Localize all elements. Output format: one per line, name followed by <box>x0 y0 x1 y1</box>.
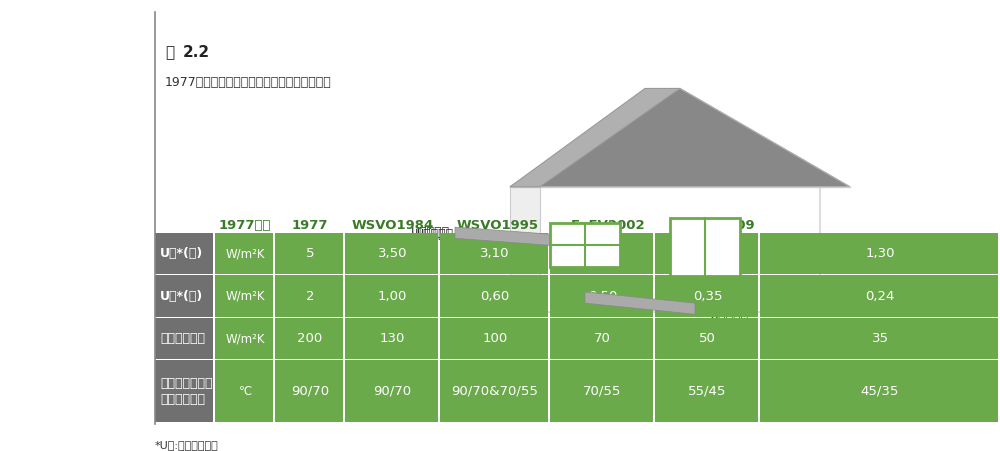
FancyBboxPatch shape <box>655 233 758 274</box>
FancyBboxPatch shape <box>215 233 273 274</box>
Text: 100: 100 <box>482 331 508 345</box>
Text: 50: 50 <box>699 331 716 345</box>
FancyBboxPatch shape <box>215 276 273 317</box>
Text: 70: 70 <box>594 331 611 345</box>
Text: 0,24: 0,24 <box>865 289 895 302</box>
FancyBboxPatch shape <box>760 318 998 359</box>
FancyBboxPatch shape <box>155 276 213 317</box>
FancyBboxPatch shape <box>440 233 548 274</box>
Text: 0,35: 0,35 <box>693 289 722 302</box>
FancyBboxPatch shape <box>655 318 758 359</box>
FancyBboxPatch shape <box>155 318 213 359</box>
Text: 70/55: 70/55 <box>583 384 622 397</box>
Text: 90/70: 90/70 <box>291 384 329 397</box>
FancyBboxPatch shape <box>275 233 343 274</box>
FancyBboxPatch shape <box>550 360 653 422</box>
FancyBboxPatch shape <box>345 233 438 274</box>
Text: 45/35: 45/35 <box>861 384 899 397</box>
Text: 1977以前: 1977以前 <box>219 219 271 232</box>
Text: 90/70&70/55: 90/70&70/55 <box>452 384 538 397</box>
FancyBboxPatch shape <box>760 360 998 422</box>
FancyBboxPatch shape <box>655 276 758 317</box>
Text: 3,10: 3,10 <box>480 247 510 260</box>
FancyBboxPatch shape <box>440 276 548 317</box>
FancyBboxPatch shape <box>550 233 653 274</box>
FancyBboxPatch shape <box>550 318 653 359</box>
Text: ℃: ℃ <box>238 384 252 397</box>
FancyBboxPatch shape <box>440 318 548 359</box>
Polygon shape <box>455 228 575 248</box>
Polygon shape <box>510 89 850 188</box>
Text: U値（窓）: U値（窓） <box>415 228 454 241</box>
Text: U値*(壁): U値*(壁) <box>160 289 203 302</box>
Polygon shape <box>510 89 680 188</box>
FancyBboxPatch shape <box>655 360 758 422</box>
Text: 5: 5 <box>306 247 314 260</box>
Text: W/m²K: W/m²K <box>225 331 265 345</box>
Text: 55/45: 55/45 <box>688 384 727 397</box>
Text: 90/70: 90/70 <box>373 384 412 397</box>
Text: WSVO1984: WSVO1984 <box>352 219 434 232</box>
Text: 温水入口温度／
温水出口温度: 温水入口温度／ 温水出口温度 <box>160 376 212 405</box>
FancyBboxPatch shape <box>670 219 740 276</box>
Text: 1977年以降のドイツでの建物断熱条件の変化: 1977年以降のドイツでの建物断熱条件の変化 <box>165 76 332 89</box>
FancyBboxPatch shape <box>275 276 343 317</box>
Text: W/m²K: W/m²K <box>225 247 265 260</box>
FancyBboxPatch shape <box>155 360 213 422</box>
Text: U値*(窓): U値*(窓) <box>160 247 203 260</box>
FancyBboxPatch shape <box>345 318 438 359</box>
Polygon shape <box>585 292 695 315</box>
Text: 0,60: 0,60 <box>480 289 510 302</box>
Text: 図: 図 <box>165 45 174 60</box>
FancyBboxPatch shape <box>345 360 438 422</box>
FancyBboxPatch shape <box>155 233 213 274</box>
Text: 3,50: 3,50 <box>378 247 407 260</box>
Text: 1,80: 1,80 <box>588 247 617 260</box>
FancyBboxPatch shape <box>275 318 343 359</box>
Text: W/m²K: W/m²K <box>225 289 265 302</box>
Text: 1,30: 1,30 <box>865 247 895 260</box>
FancyBboxPatch shape <box>215 318 273 359</box>
Text: 35: 35 <box>872 331 889 345</box>
Text: 200: 200 <box>297 331 323 345</box>
Text: U値（窓）: U値（窓） <box>411 226 450 239</box>
FancyBboxPatch shape <box>275 360 343 422</box>
Text: 1977: 1977 <box>292 219 328 232</box>
Text: EnEV2009: EnEV2009 <box>681 219 755 232</box>
FancyBboxPatch shape <box>440 360 548 422</box>
Text: U値（壁）: U値（壁） <box>710 308 749 321</box>
Text: 2.2: 2.2 <box>183 45 210 60</box>
FancyBboxPatch shape <box>760 233 998 274</box>
Text: 1,70: 1,70 <box>693 247 722 260</box>
Text: 130: 130 <box>380 331 405 345</box>
Text: 実質的熱負荷: 実質的熱負荷 <box>160 331 205 345</box>
FancyBboxPatch shape <box>540 188 820 313</box>
FancyBboxPatch shape <box>345 276 438 317</box>
Text: 0,50: 0,50 <box>588 289 617 302</box>
Text: EnEV2002: EnEV2002 <box>571 219 645 232</box>
Polygon shape <box>510 188 540 313</box>
FancyBboxPatch shape <box>760 276 998 317</box>
Text: 2: 2 <box>306 289 314 302</box>
FancyBboxPatch shape <box>550 223 620 268</box>
Text: 1,00: 1,00 <box>378 289 407 302</box>
Text: WSVO1995: WSVO1995 <box>457 219 539 232</box>
FancyBboxPatch shape <box>550 276 653 317</box>
FancyBboxPatch shape <box>215 360 273 422</box>
Text: *U値:外壁熱貫流率: *U値:外壁熱貫流率 <box>155 440 219 450</box>
